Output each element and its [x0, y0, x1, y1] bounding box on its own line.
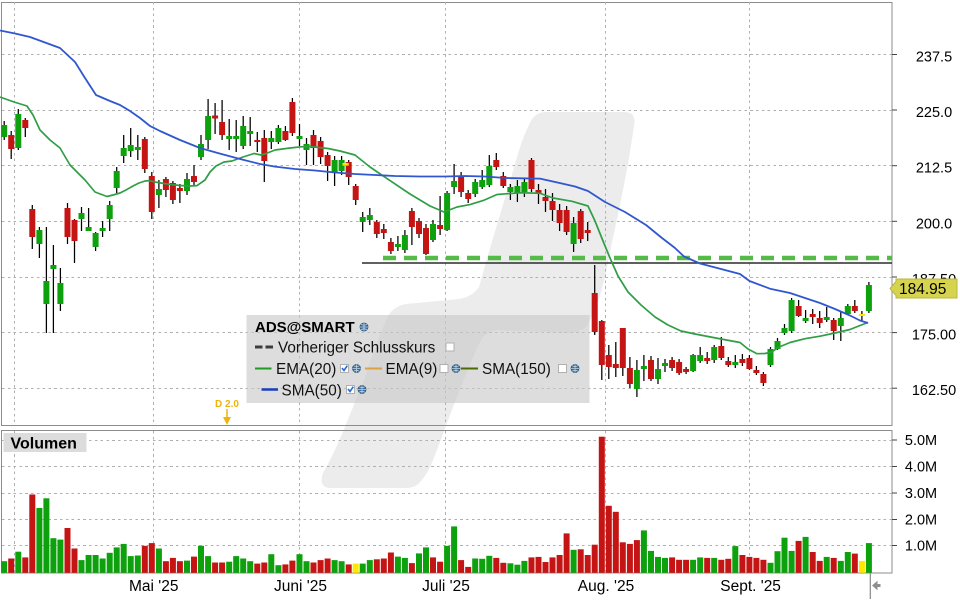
svg-text:D 2.0: D 2.0	[215, 399, 239, 410]
svg-text:3.0M: 3.0M	[905, 486, 937, 502]
svg-text:1.0M: 1.0M	[905, 539, 937, 555]
svg-text:EMA(9): EMA(9)	[386, 361, 438, 378]
svg-text:Vorheriger Schlusskurs: Vorheriger Schlusskurs	[278, 340, 436, 357]
svg-text:SMA(150): SMA(150)	[482, 361, 551, 378]
svg-text:237.5: 237.5	[916, 50, 952, 66]
svg-text:Mai '25: Mai '25	[129, 578, 178, 595]
svg-text:Juli '25: Juli '25	[422, 578, 470, 595]
svg-text:175.00: 175.00	[912, 328, 956, 344]
svg-text:Sept. '25: Sept. '25	[720, 578, 781, 595]
svg-text:ADS@SMART: ADS@SMART	[255, 319, 355, 336]
svg-text:EMA(20): EMA(20)	[276, 361, 336, 378]
svg-text:Juni '25: Juni '25	[274, 578, 327, 595]
svg-text:5.0M: 5.0M	[905, 433, 937, 449]
svg-text:4.0M: 4.0M	[905, 460, 937, 476]
svg-text:2.0M: 2.0M	[905, 513, 937, 529]
svg-text:162.50: 162.50	[912, 383, 956, 399]
svg-text:184.95: 184.95	[899, 281, 946, 298]
svg-text:212.5: 212.5	[916, 161, 952, 177]
svg-text:Aug. '25: Aug. '25	[578, 578, 634, 595]
svg-text:Volumen: Volumen	[11, 436, 77, 453]
svg-text:225.0: 225.0	[916, 105, 952, 121]
svg-text:200.0: 200.0	[916, 216, 952, 232]
svg-text:SMA(50): SMA(50)	[282, 383, 342, 400]
